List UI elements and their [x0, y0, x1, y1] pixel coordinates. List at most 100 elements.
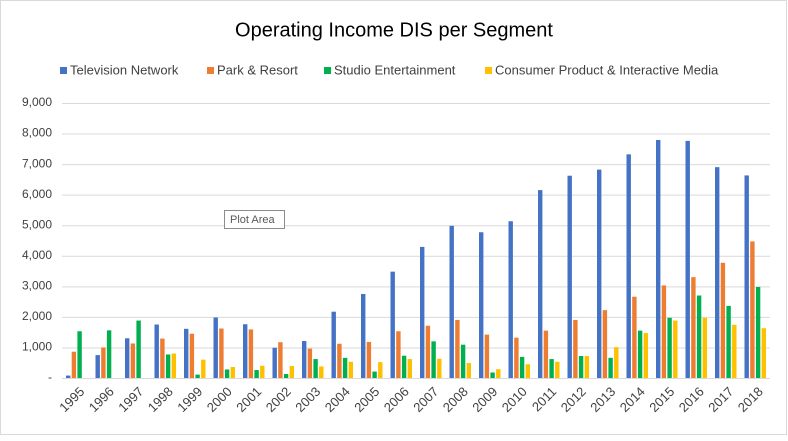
y-tick-label: 1,000	[22, 340, 52, 354]
bar	[597, 169, 602, 378]
bar	[248, 329, 254, 378]
bar	[732, 324, 737, 378]
bar	[720, 262, 726, 378]
legend-label: Television Network	[70, 62, 179, 77]
bar	[726, 305, 731, 378]
y-tick-label: 6,000	[22, 187, 52, 201]
bar	[455, 319, 460, 378]
bar	[449, 225, 454, 378]
bar	[201, 359, 206, 378]
bar	[307, 348, 313, 378]
bar	[425, 325, 431, 378]
bar	[278, 342, 283, 378]
bar	[130, 343, 136, 378]
bar	[632, 296, 637, 378]
bar	[466, 363, 471, 378]
bar	[154, 324, 159, 378]
bar	[160, 338, 165, 378]
tooltip: Plot Area	[224, 210, 285, 229]
bar	[283, 374, 289, 378]
bar	[361, 293, 366, 378]
bar	[643, 333, 648, 378]
bar	[691, 277, 696, 378]
bar	[372, 371, 377, 378]
bar	[348, 361, 353, 378]
bar	[66, 375, 71, 378]
bar	[661, 285, 667, 378]
bar	[390, 271, 395, 378]
bar	[195, 374, 200, 378]
bar	[313, 359, 318, 378]
y-tick-label: 5,000	[22, 217, 52, 231]
bar	[171, 353, 176, 378]
bar	[761, 328, 766, 378]
bar	[744, 175, 749, 378]
bar	[289, 366, 294, 378]
bar	[106, 330, 112, 378]
bar	[213, 317, 218, 378]
bar	[496, 369, 501, 378]
bar	[578, 356, 584, 378]
bar	[614, 347, 619, 378]
bar	[750, 241, 755, 378]
bar	[696, 295, 702, 378]
bar	[243, 324, 248, 378]
bar	[567, 175, 572, 378]
bar	[272, 347, 277, 378]
bar	[538, 190, 543, 378]
bar	[101, 347, 106, 378]
bar	[125, 338, 130, 378]
bar	[514, 337, 519, 378]
bar	[401, 355, 407, 378]
bar	[490, 372, 495, 378]
y-tick-label: 7,000	[22, 156, 52, 170]
bar	[484, 334, 490, 378]
chart-title: Operating Income DIS per Segment	[235, 19, 553, 41]
legend-label: Consumer Product & Interactive Media	[495, 62, 719, 77]
bar	[573, 319, 578, 378]
bar	[184, 328, 189, 378]
bar	[702, 317, 707, 378]
legend-label: Park & Resort	[217, 62, 298, 77]
y-tick-label: 4,000	[22, 248, 52, 262]
bar	[555, 361, 560, 378]
tooltip-box	[224, 210, 285, 229]
bar	[95, 355, 100, 378]
legend-label: Studio Entertainment	[334, 62, 456, 77]
bar	[136, 320, 141, 378]
y-tick-label: 8,000	[22, 126, 52, 140]
tooltip-text: Plot Area	[230, 214, 276, 226]
bar	[165, 354, 171, 378]
bar	[366, 341, 372, 378]
bar	[519, 356, 525, 378]
bar	[525, 364, 530, 378]
y-tick-label: -	[48, 370, 52, 384]
legend-swatch	[60, 67, 67, 74]
bar	[302, 341, 307, 378]
bar	[584, 356, 589, 378]
bar	[342, 357, 348, 378]
bar	[602, 310, 608, 378]
bar	[189, 333, 195, 378]
bar	[224, 369, 230, 378]
bar	[219, 328, 224, 378]
bar	[626, 154, 631, 378]
bar	[407, 359, 412, 378]
bar	[319, 366, 324, 378]
bar	[460, 344, 466, 378]
bar	[755, 286, 761, 378]
y-tick-label: 2,000	[22, 309, 52, 323]
bar	[508, 221, 513, 378]
bar	[420, 246, 425, 378]
bar	[254, 370, 259, 378]
bar	[331, 311, 336, 378]
bar	[667, 317, 672, 378]
legend-swatch	[485, 67, 492, 74]
bar	[479, 232, 484, 378]
bar	[637, 330, 643, 378]
y-tick-label: 9,000	[22, 95, 52, 109]
bar	[549, 359, 554, 378]
y-tick-label: 3,000	[22, 279, 52, 293]
bar	[685, 140, 690, 378]
